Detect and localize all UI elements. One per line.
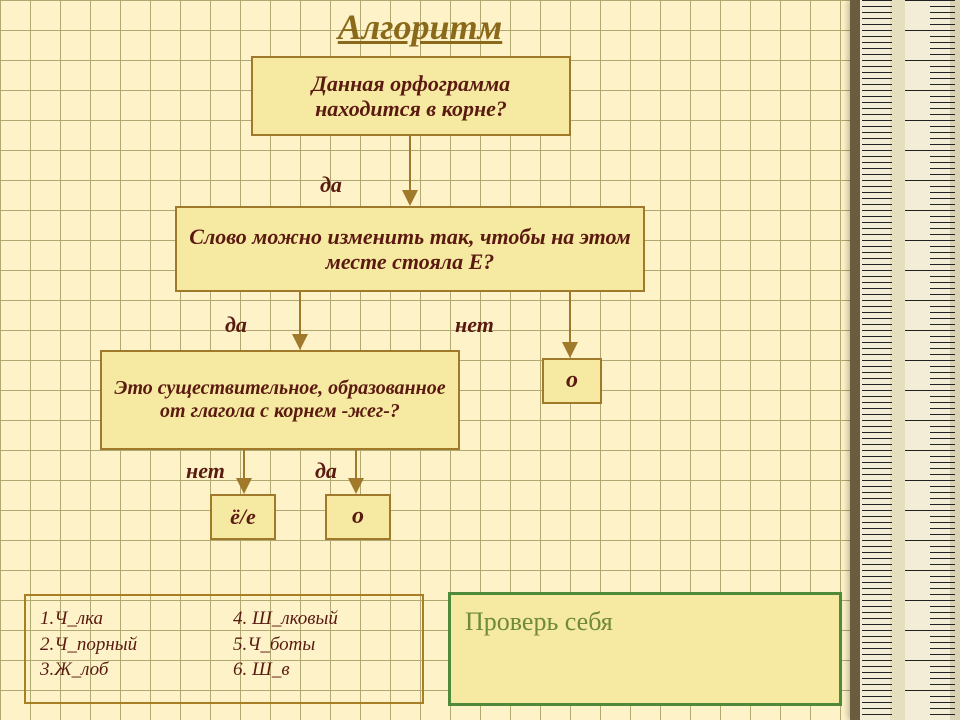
question-e-substitute: Слово можно изменить так, чтобы на этом … [175,206,645,292]
exercise-col-1: 1.Ч_лка2.Ч_порный3.Ж_лоб [40,606,215,683]
edge-label-no-1: нет [455,312,494,338]
check-yourself-text: Проверь себя [461,601,829,643]
edge-label-yes-3: да [315,458,337,484]
check-yourself-box: Проверь себя [448,592,842,706]
page-title: Алгоритм [0,6,840,48]
result-o-2: о [325,494,391,540]
edge-label-yes-1: да [320,172,342,198]
edge-label-no-2: нет [186,458,225,484]
result-o-1: о [542,358,602,404]
exercises-box: 1.Ч_лка2.Ч_порный3.Ж_лоб 4. Ш_лковый5.Ч_… [24,594,424,704]
question-root: Данная орфограмма находится в корне? [251,56,571,136]
question-zheg-noun: Это существительное, образованное от гла… [100,350,460,450]
ruler-decoration [850,0,960,720]
edge-label-yes-2: да [225,312,247,338]
exercise-col-2: 4. Ш_лковый5.Ч_боты6. Ш_в [233,606,408,683]
result-e: ё/е [210,494,276,540]
